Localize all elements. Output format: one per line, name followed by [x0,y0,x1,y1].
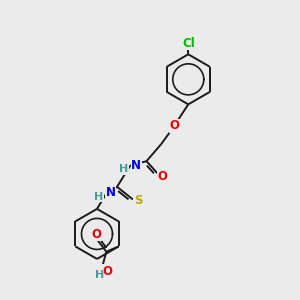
Text: O: O [158,170,168,183]
Text: N: N [131,159,141,172]
Text: O: O [102,265,112,278]
Text: O: O [91,228,101,241]
Text: Cl: Cl [182,37,195,50]
Text: N: N [106,187,116,200]
Text: H: H [94,191,103,202]
Text: H: H [94,270,104,280]
Text: O: O [169,119,179,132]
Text: S: S [134,194,142,207]
Text: H: H [119,164,129,174]
